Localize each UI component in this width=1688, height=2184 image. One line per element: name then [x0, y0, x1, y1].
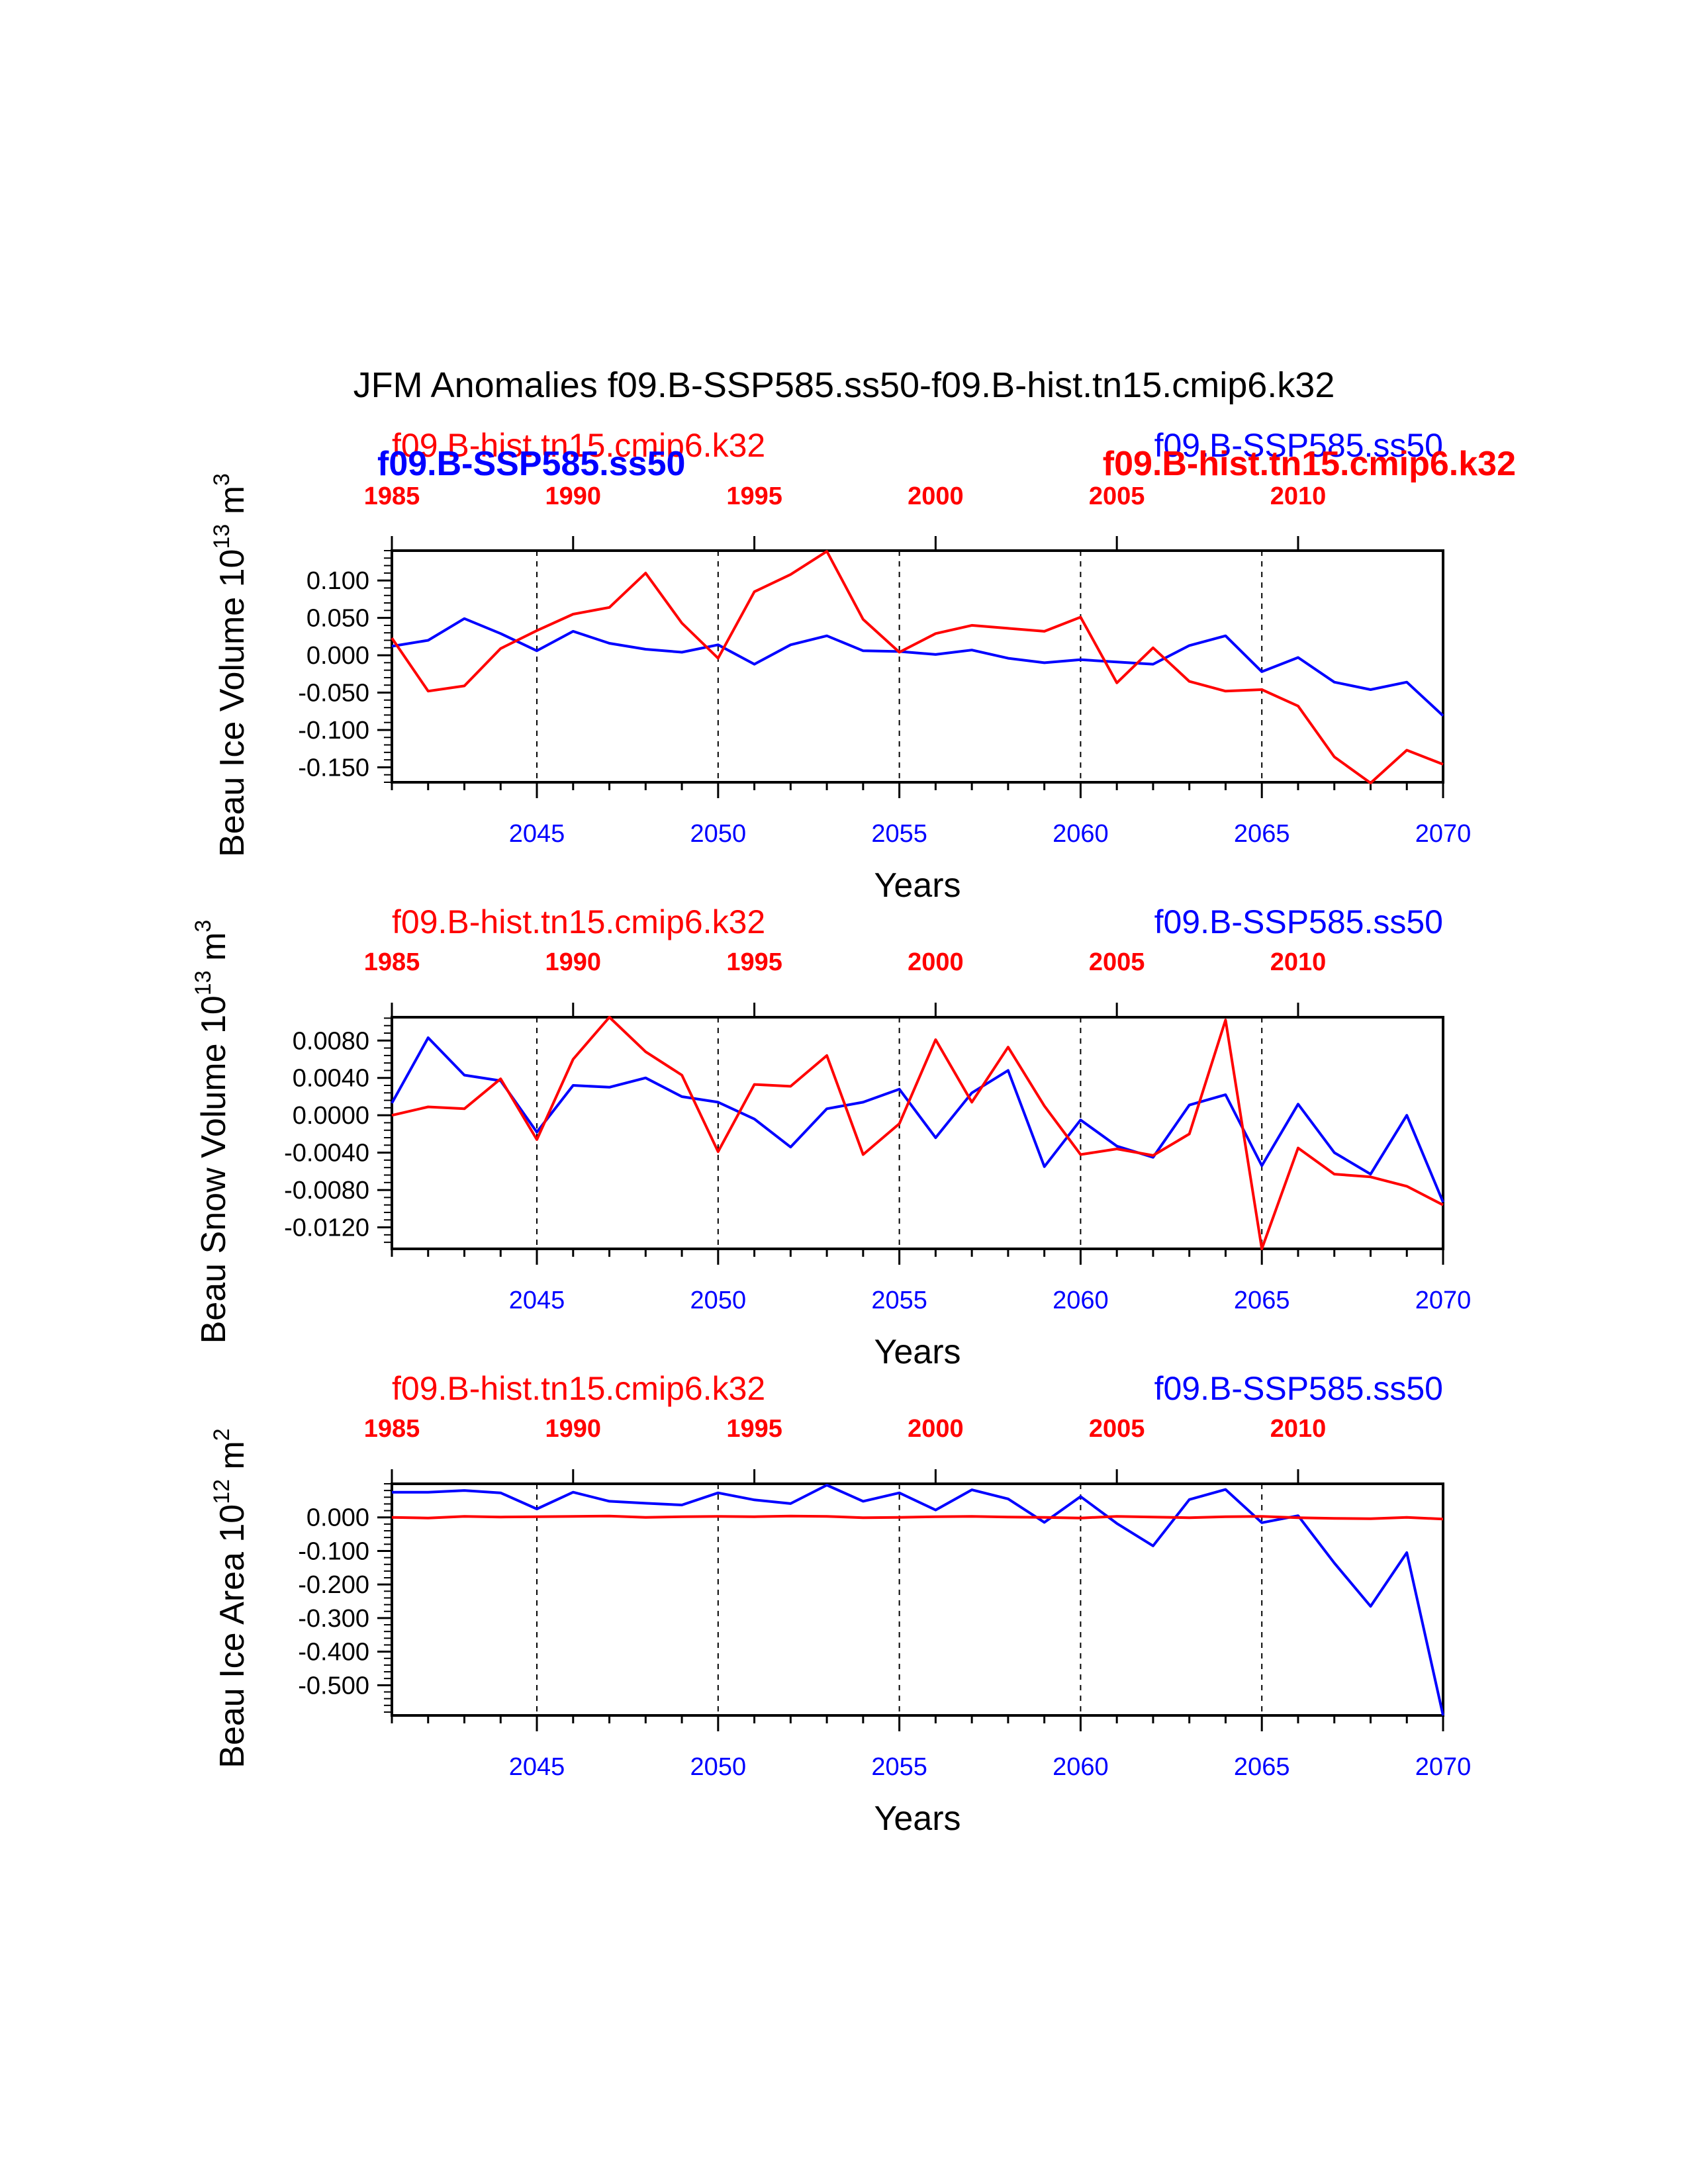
y-tick-label: -0.100 [298, 1537, 369, 1565]
label-hist: f09.B-hist.tn15.cmip6.k32 [392, 1370, 765, 1407]
top-x-tick-label: 1985 [364, 948, 420, 976]
y-axis-label-main: Beau Ice Volume 10 [213, 549, 252, 857]
x-tick-label: 2055 [871, 1287, 927, 1314]
top-x-tick-label: 2010 [1270, 482, 1327, 510]
top-x-tick-label: 1985 [364, 482, 420, 510]
label-ssp: f09.B-SSP585.ss50 [1154, 427, 1443, 464]
plot-frame [391, 1482, 1444, 1717]
top-x-tick-label: 1995 [726, 948, 782, 976]
y-axis-label-exp: 12 [209, 1479, 234, 1504]
figure-title: JFM Anomalies f09.B-SSP585.ss50-f09.B-hi… [353, 365, 1335, 405]
top-x-tick-label: 1990 [545, 1415, 602, 1443]
panel-snow-volume: 2045 2050 2055 2060 2065 2070 1985 1990 1995 2000… [191, 903, 1471, 1371]
x-tick-label: 2065 [1234, 1753, 1290, 1781]
top-x-tick-label: 2000 [908, 482, 964, 510]
y-axis-label-unit: m [213, 1441, 252, 1479]
x-tick-label: 2070 [1415, 1287, 1472, 1314]
top-x-tick-label: 1985 [364, 1415, 420, 1443]
y-tick-label: -0.300 [298, 1605, 369, 1633]
series-line-hist [391, 1016, 1444, 1250]
y-axis-label: Beau Ice Volume 1013 m3 [209, 473, 252, 857]
y-axis-label-main: Beau Snow Volume 10 [195, 995, 233, 1343]
series-line-ssp [391, 617, 1444, 717]
y-tick-label: 0.000 [306, 642, 369, 670]
x-tick-label: 2055 [871, 820, 927, 848]
x-tick-label: 2050 [690, 1753, 747, 1781]
x-tick-label: 2070 [1415, 820, 1472, 848]
y-tick-label: 0.000 [306, 1504, 369, 1532]
x-tick-label: 2060 [1053, 820, 1109, 848]
series-line-ssp [391, 1036, 1444, 1203]
y-tick-label: 0.0000 [293, 1102, 369, 1130]
y-axis-label: Beau Snow Volume 1013 m3 [191, 920, 233, 1344]
x-tick-label: 2045 [509, 1287, 565, 1314]
series-line-hist [391, 1514, 1444, 1521]
x-tick-label: 2045 [509, 820, 565, 848]
series-line-hist [391, 550, 1444, 785]
label-ssp: f09.B-SSP585.ss50 [1154, 1370, 1443, 1407]
y-tick-label: -0.0120 [284, 1214, 369, 1242]
top-x-tick-label: 2000 [908, 948, 964, 976]
y-tick-label: -0.150 [298, 754, 369, 782]
y-tick-label: -0.500 [298, 1672, 369, 1700]
top-x-tick-label: 2000 [908, 1415, 964, 1443]
label-ssp-bold: f09.B-SSP585.ss50 [377, 445, 685, 483]
panel-ice-area: 2045 2050 2055 2060 2065 2070 1985 1990 1995 2000… [209, 1370, 1471, 1838]
y-axis-label-exp: 13 [191, 970, 216, 995]
top-x-tick-label: 1990 [545, 948, 602, 976]
top-x-tick-label: 1995 [726, 1415, 782, 1443]
y-axis-label-unit-exp: 3 [191, 920, 216, 933]
top-x-tick-label: 2005 [1089, 948, 1145, 976]
y-tick-label: -0.400 [298, 1639, 369, 1666]
x-axis-label: Years [874, 1333, 961, 1371]
x-tick-label: 2065 [1234, 820, 1290, 848]
label-hist: f09.B-hist.tn15.cmip6.k32 [392, 427, 765, 464]
y-axis-label-exp: 13 [209, 524, 234, 549]
y-axis-label-unit-exp: 2 [209, 1428, 234, 1441]
series-line-ssp [392, 1484, 1444, 1716]
y-axis-label-unit-exp: 3 [209, 473, 234, 486]
label-hist: f09.B-hist.tn15.cmip6.k32 [392, 903, 765, 940]
x-tick-label: 2045 [509, 1753, 565, 1781]
x-tick-label: 2055 [871, 1753, 927, 1781]
y-axis-label: Beau Ice Area 1012 m2 [209, 1428, 252, 1768]
x-tick-label: 2060 [1053, 1287, 1109, 1314]
top-x-tick-label: 1995 [726, 482, 782, 510]
x-tick-label: 2050 [690, 1287, 747, 1314]
top-x-tick-label: 2010 [1270, 948, 1327, 976]
y-tick-label: 0.0040 [293, 1065, 369, 1093]
y-tick-label: -0.050 [298, 680, 369, 707]
x-tick-label: 2070 [1415, 1753, 1472, 1781]
plot-frame [391, 1016, 1444, 1250]
x-tick-label: 2050 [690, 820, 747, 848]
y-axis-label-unit: m [213, 486, 252, 524]
y-tick-label: -0.0040 [284, 1140, 369, 1167]
y-tick-label: -0.100 [298, 717, 369, 745]
top-x-tick-label: 1990 [545, 482, 602, 510]
y-axis-label-main: Beau Ice Area 10 [213, 1504, 252, 1768]
top-x-tick-label: 2010 [1270, 1415, 1327, 1443]
x-axis-label: Years [874, 1799, 961, 1838]
y-tick-label: 0.050 [306, 605, 369, 633]
y-tick-label: -0.200 [298, 1571, 369, 1599]
x-tick-label: 2065 [1234, 1287, 1290, 1314]
x-tick-label: 2060 [1053, 1753, 1109, 1781]
top-x-tick-label: 2005 [1089, 482, 1145, 510]
y-tick-label: -0.0080 [284, 1177, 369, 1205]
label-ssp: f09.B-SSP585.ss50 [1154, 903, 1443, 940]
y-tick-label: 0.100 [306, 567, 369, 595]
plot-frame [391, 549, 1444, 784]
x-axis-label: Years [874, 866, 961, 905]
top-x-tick-label: 2005 [1089, 1415, 1145, 1443]
panel-ice-volume: 2045 2050 2055 2060 2065 2070 1985 1990 1995 2000… [209, 427, 1516, 905]
y-tick-label: 0.0080 [293, 1027, 369, 1055]
label-hist-bold: f09.B-hist.tn15.cmip6.k32 [1103, 445, 1516, 483]
y-axis-label-unit: m [195, 933, 233, 971]
